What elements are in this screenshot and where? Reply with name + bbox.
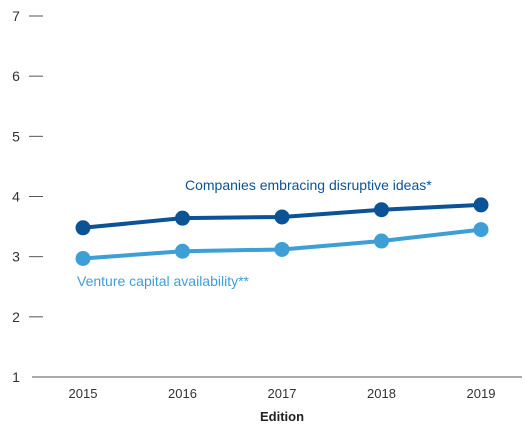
x-axis-title: Edition (260, 409, 304, 424)
x-tick-label: 2015 (69, 386, 98, 401)
y-tick-label: 6 (12, 68, 20, 84)
y-tick-label: 4 (12, 189, 20, 205)
series-label: Venture capital availability** (77, 273, 250, 289)
data-point (75, 220, 91, 236)
data-point (75, 250, 91, 266)
series-layer: Companies embracing disruptive ideas* Ven… (75, 177, 489, 289)
y-axis: 1 2 3 4 5 6 7 (12, 8, 43, 385)
data-point (374, 202, 389, 218)
series-group: Venture capital availability** (75, 222, 489, 289)
x-axis: 2015 2016 2017 2018 2019 (69, 386, 496, 401)
data-point (274, 241, 290, 257)
data-point (473, 197, 489, 213)
data-point (175, 210, 190, 226)
data-point (473, 222, 489, 238)
series-group: Companies embracing disruptive ideas* (75, 177, 489, 236)
x-tick-label: 2017 (268, 386, 297, 401)
x-tick-label: 2016 (168, 386, 197, 401)
y-tick-label: 7 (12, 8, 20, 24)
y-tick-label: 2 (12, 309, 20, 325)
y-tick-label: 3 (12, 249, 20, 265)
x-tick-label: 2019 (467, 386, 496, 401)
data-point (175, 243, 190, 259)
y-tick-label: 5 (12, 128, 20, 144)
y-tick-label: 1 (12, 369, 20, 385)
x-tick-label: 2018 (367, 386, 396, 401)
data-point (374, 233, 389, 249)
series-label: Companies embracing disruptive ideas* (185, 177, 432, 193)
data-point (274, 209, 290, 225)
